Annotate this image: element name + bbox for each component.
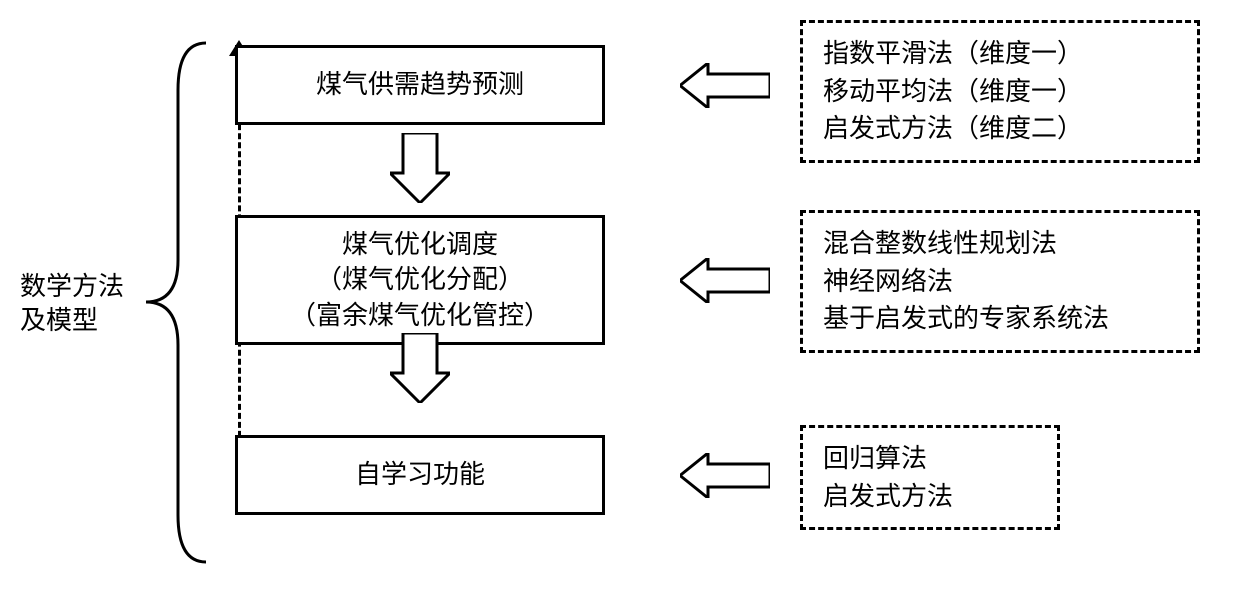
flow-box-line: （富余煤气优化管控） [290,298,550,333]
flow-box-line: 煤气供需趋势预测 [316,67,524,102]
methods-box-forecast: 指数平滑法（维度一） 移动平均法（维度一） 启发式方法（维度二） [800,20,1200,163]
method-line: 基于启发式的专家系统法 [823,300,1177,338]
flow-box-line: 煤气优化调度 [342,227,498,262]
method-line: 启发式方法 [823,478,1037,516]
method-line: 启发式方法（维度二） [823,110,1177,148]
side-label-line2: 及模型 [20,304,124,338]
flow-box-line: 自学习功能 [355,457,485,492]
method-line: 混合整数线性规划法 [823,225,1177,263]
down-arrow-icon [390,333,450,403]
left-arrow-icon [680,258,770,303]
method-line: 回归算法 [823,440,1037,478]
method-line: 移动平均法（维度一） [823,73,1177,111]
left-arrow-icon [680,453,770,498]
flow-box-selflearn: 自学习功能 [235,435,605,515]
methods-box-optimize: 混合整数线性规划法 神经网络法 基于启发式的专家系统法 [800,210,1200,353]
diagram-root: 数学方法 及模型 煤气供需趋势预测 煤气优化调度 （煤气优化分配） （富余煤气优… [20,20,1220,580]
flow-box-line: （煤气优化分配） [316,262,524,297]
methods-box-selflearn: 回归算法 启发式方法 [800,425,1060,530]
flow-box-optimize: 煤气优化调度 （煤气优化分配） （富余煤气优化管控） [235,215,605,345]
flow-box-forecast: 煤气供需趋势预测 [235,45,605,125]
down-arrow-icon [390,133,450,203]
brace-icon [136,40,216,565]
method-line: 指数平滑法（维度一） [823,35,1177,73]
side-label: 数学方法 及模型 [20,270,124,338]
method-line: 神经网络法 [823,263,1177,301]
left-arrow-icon [680,63,770,108]
side-label-line1: 数学方法 [20,270,124,304]
